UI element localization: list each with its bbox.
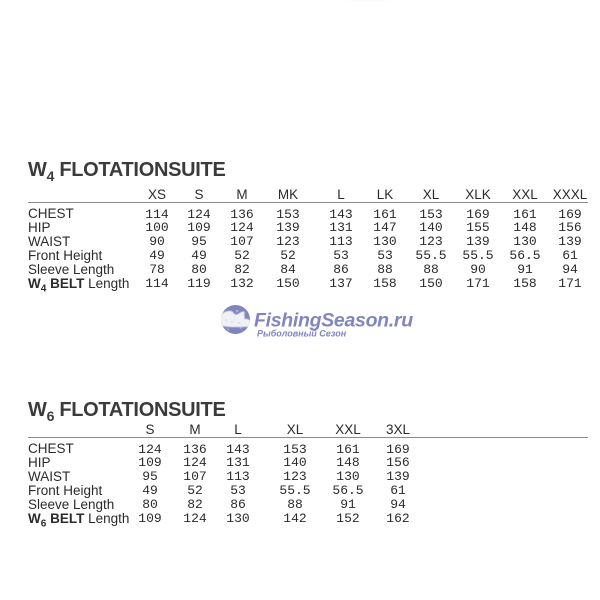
svg-text:Рыболовный Сезон: Рыболовный Сезон <box>257 329 347 339</box>
